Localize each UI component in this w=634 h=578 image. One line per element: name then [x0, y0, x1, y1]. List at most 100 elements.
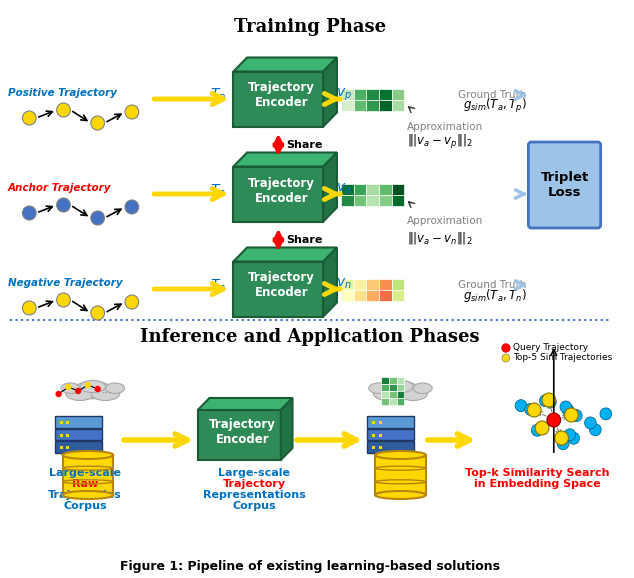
Text: ...: ... — [101, 385, 112, 395]
Bar — [379, 421, 382, 424]
Polygon shape — [281, 398, 292, 460]
Circle shape — [125, 295, 139, 309]
Ellipse shape — [63, 451, 113, 459]
Circle shape — [125, 200, 139, 214]
Circle shape — [557, 438, 569, 450]
Circle shape — [590, 424, 601, 436]
Circle shape — [125, 105, 139, 119]
Bar — [67, 434, 69, 436]
Text: Anchor Trajectory: Anchor Trajectory — [8, 183, 112, 193]
Bar — [366, 100, 379, 111]
Bar — [379, 290, 392, 301]
Bar — [372, 446, 375, 449]
Bar — [392, 279, 404, 290]
Ellipse shape — [413, 383, 432, 394]
Text: Top-5 Sim Trajectories: Top-5 Sim Trajectories — [513, 353, 612, 361]
Ellipse shape — [399, 387, 427, 401]
Text: Corpus: Corpus — [232, 501, 276, 511]
Text: Share: Share — [286, 235, 323, 245]
Text: Representations: Representations — [203, 490, 306, 500]
Bar — [392, 290, 404, 301]
Text: Positive Trajectory: Positive Trajectory — [8, 88, 117, 98]
Bar — [341, 89, 354, 100]
Text: $v_p$: $v_p$ — [336, 87, 352, 103]
Circle shape — [515, 399, 527, 412]
Circle shape — [56, 293, 70, 307]
Bar — [392, 100, 404, 111]
Text: $v_n$: $v_n$ — [336, 277, 352, 291]
Circle shape — [66, 384, 71, 390]
Circle shape — [562, 404, 574, 416]
Circle shape — [525, 403, 536, 416]
Polygon shape — [233, 153, 337, 166]
Circle shape — [56, 198, 70, 212]
Circle shape — [91, 116, 105, 130]
Text: Trajectories: Trajectories — [48, 490, 122, 500]
Bar — [67, 446, 69, 449]
Text: $g_{sim}(T_a, T_n)$: $g_{sim}(T_a, T_n)$ — [463, 287, 526, 305]
Ellipse shape — [375, 451, 426, 459]
Bar — [392, 89, 404, 100]
Bar — [396, 377, 404, 384]
Bar — [381, 384, 389, 391]
Bar — [389, 391, 396, 398]
Text: Top-k Similarity Search: Top-k Similarity Search — [465, 468, 609, 478]
Circle shape — [600, 408, 612, 420]
Text: Query Trajectory: Query Trajectory — [513, 343, 588, 351]
Bar — [341, 279, 354, 290]
Circle shape — [568, 432, 579, 444]
Text: $T_a$: $T_a$ — [210, 183, 226, 199]
Bar — [396, 384, 404, 391]
Bar — [60, 421, 63, 424]
Bar — [375, 455, 426, 495]
Text: Large-scale: Large-scale — [218, 468, 290, 478]
Bar — [55, 442, 101, 453]
Bar — [389, 377, 396, 384]
Text: $T_n$: $T_n$ — [210, 278, 226, 294]
Circle shape — [540, 395, 551, 407]
Bar — [392, 195, 404, 206]
Bar — [354, 184, 366, 195]
Text: Raw: Raw — [72, 479, 98, 489]
Polygon shape — [198, 398, 292, 410]
Polygon shape — [198, 410, 281, 460]
Bar — [379, 279, 392, 290]
Bar — [379, 100, 392, 111]
Circle shape — [535, 421, 549, 435]
Bar — [341, 100, 354, 111]
Polygon shape — [323, 247, 337, 317]
Bar — [366, 195, 379, 206]
Text: Approximation: Approximation — [407, 217, 484, 227]
Circle shape — [502, 354, 510, 362]
Circle shape — [22, 206, 36, 220]
Bar — [366, 184, 379, 195]
Bar — [372, 434, 375, 436]
Circle shape — [585, 417, 596, 429]
Bar — [367, 416, 414, 428]
Text: Inference and Application Phases: Inference and Application Phases — [140, 328, 479, 346]
Bar — [366, 290, 379, 301]
Circle shape — [545, 396, 556, 408]
Polygon shape — [233, 57, 337, 72]
Bar — [367, 429, 414, 440]
Bar — [392, 184, 404, 195]
Circle shape — [527, 403, 541, 417]
Text: Trajectory
Encoder: Trajectory Encoder — [249, 272, 315, 299]
Circle shape — [531, 424, 543, 436]
Circle shape — [542, 393, 556, 407]
FancyBboxPatch shape — [528, 142, 600, 228]
Circle shape — [564, 429, 576, 441]
Ellipse shape — [369, 383, 388, 394]
Circle shape — [555, 431, 569, 445]
Bar — [396, 398, 404, 405]
Text: Triplet
Loss: Triplet Loss — [540, 171, 588, 199]
Circle shape — [22, 301, 36, 315]
Bar — [60, 446, 63, 449]
Polygon shape — [233, 72, 323, 127]
Text: $\||v_a - v_p\||_2$: $\||v_a - v_p\||_2$ — [407, 134, 473, 151]
Circle shape — [91, 211, 105, 225]
Text: Trajectory: Trajectory — [223, 479, 285, 489]
Circle shape — [86, 383, 90, 387]
Text: Trajectory
Encoder: Trajectory Encoder — [209, 418, 276, 446]
Bar — [341, 184, 354, 195]
